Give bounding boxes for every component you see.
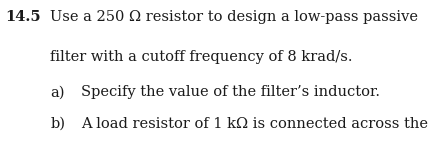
Text: Specify the value of the filter’s inductor.: Specify the value of the filter’s induct… — [81, 85, 380, 99]
Text: 14.5: 14.5 — [5, 10, 41, 24]
Text: a): a) — [50, 85, 65, 99]
Text: filter with a cutoff frequency of 8 krad/s.: filter with a cutoff frequency of 8 krad… — [50, 50, 353, 64]
Text: b): b) — [50, 117, 65, 131]
Text: A load resistor of 1 kΩ is connected across the: A load resistor of 1 kΩ is connected acr… — [81, 117, 428, 131]
Text: Use a 250 Ω resistor to design a low-pass passive: Use a 250 Ω resistor to design a low-pas… — [50, 10, 418, 24]
